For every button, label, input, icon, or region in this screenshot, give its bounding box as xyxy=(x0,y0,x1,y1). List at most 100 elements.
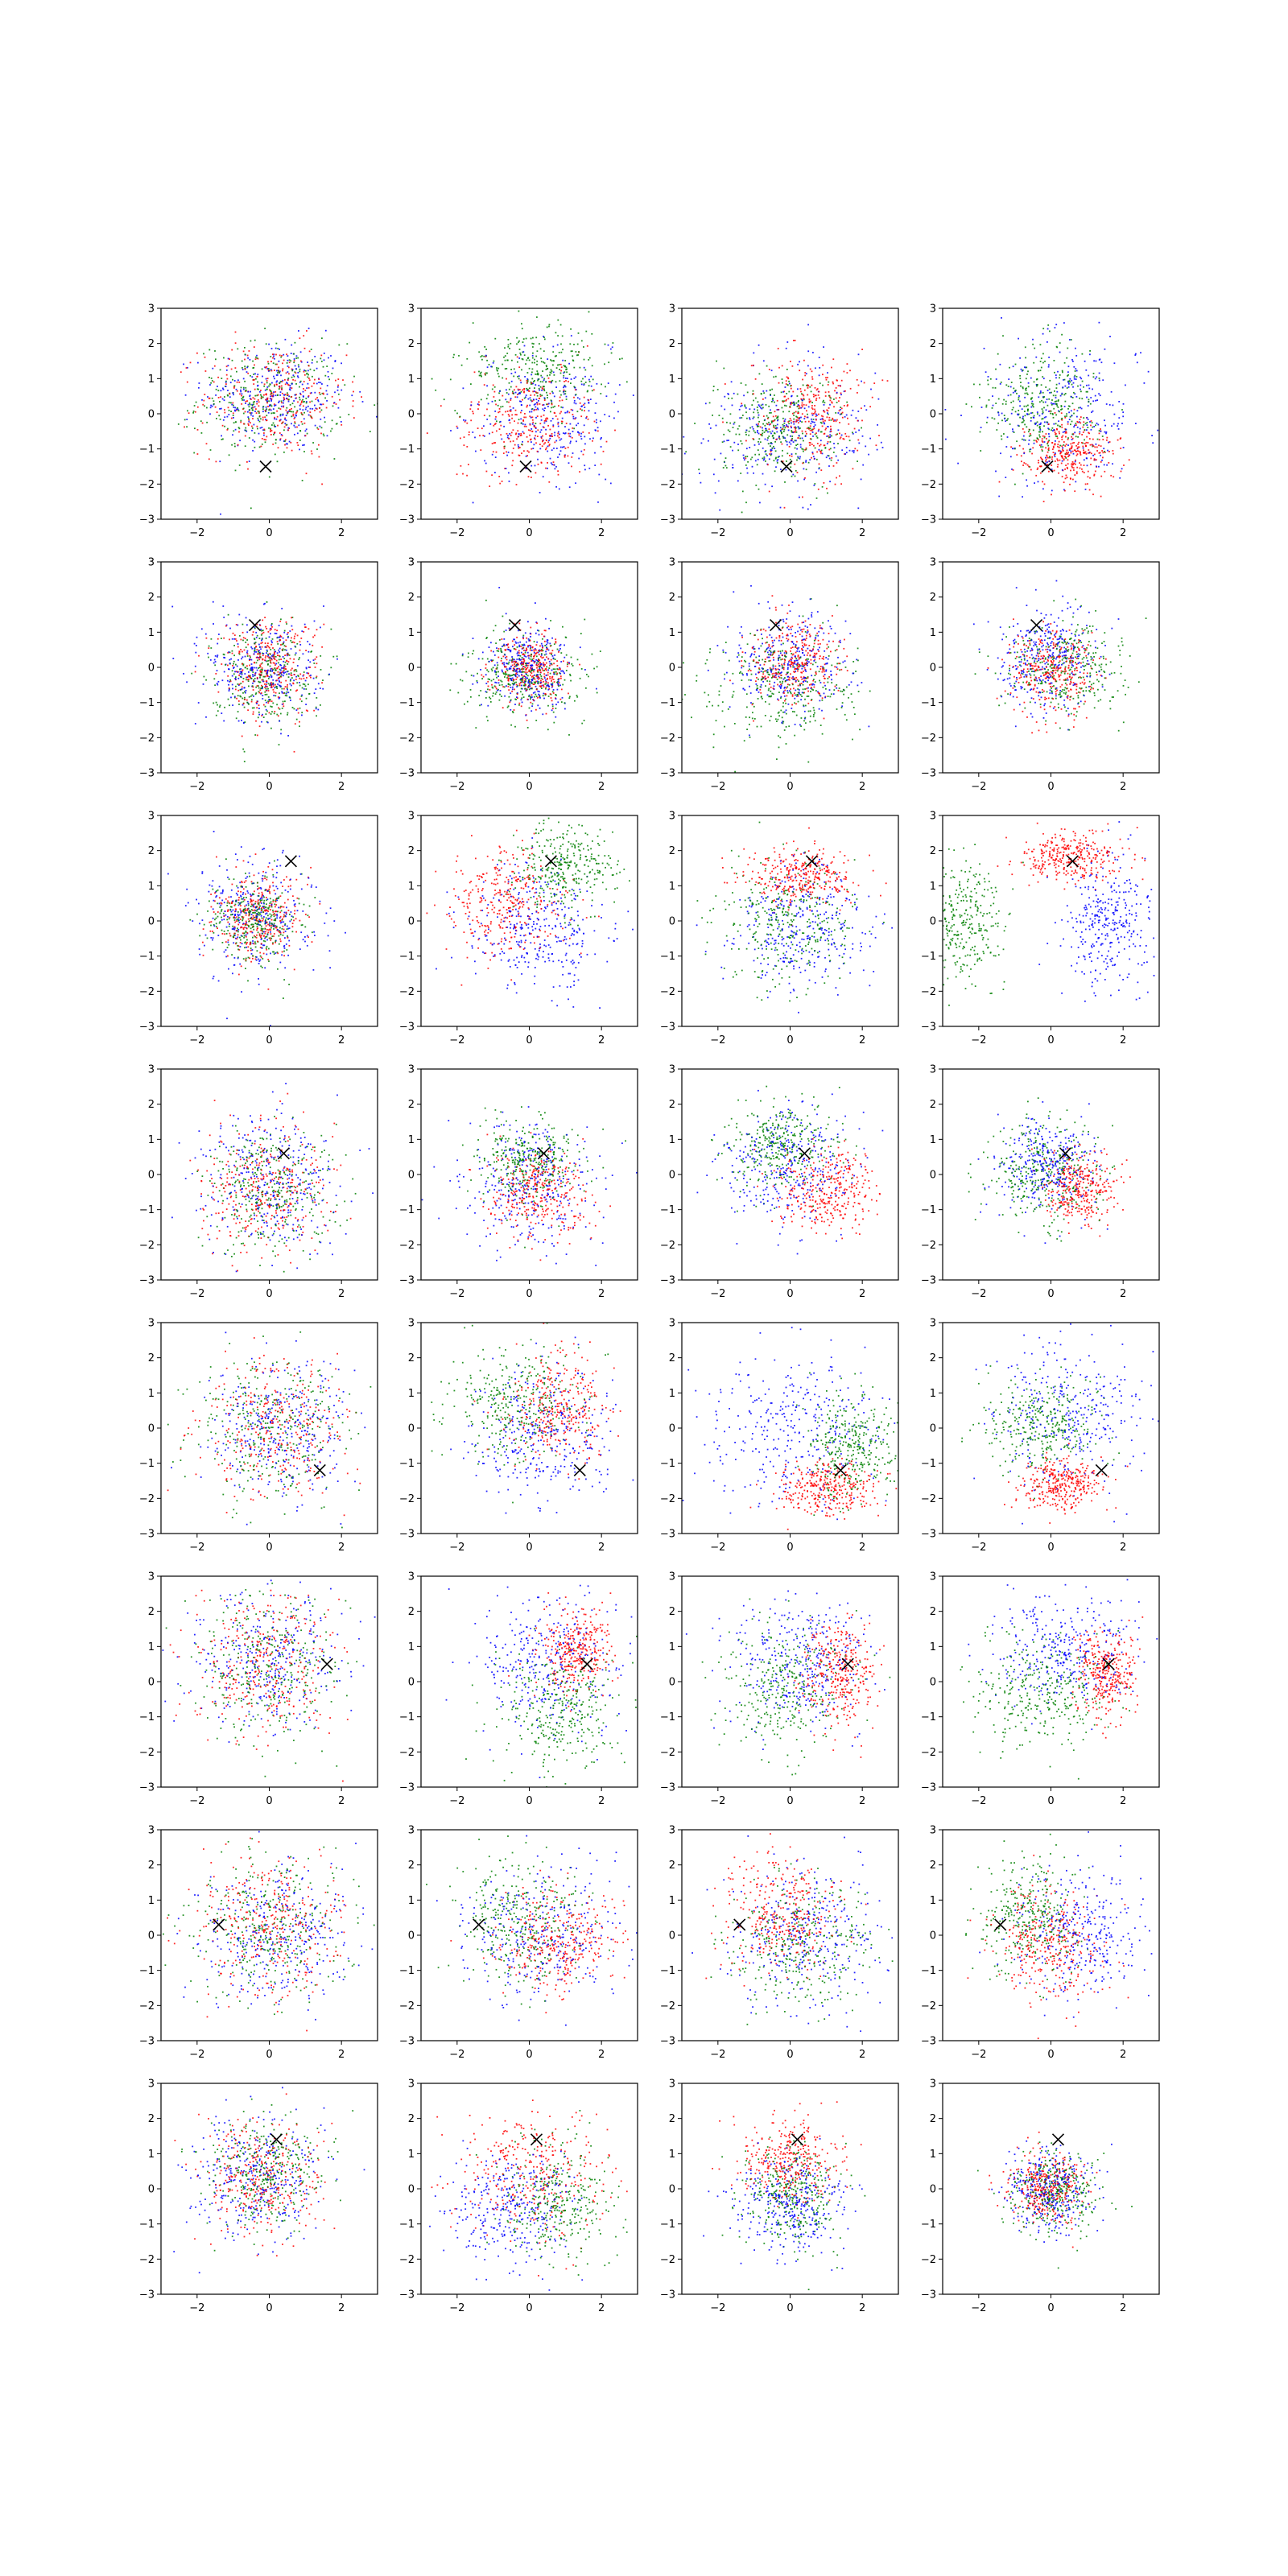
scatter-point-red xyxy=(532,683,535,685)
scatter-point-green xyxy=(259,656,262,658)
scatter-point-red xyxy=(1061,438,1063,440)
scatter-point-green xyxy=(211,380,213,382)
scatter-point-blue xyxy=(499,420,502,423)
scatter-point-blue xyxy=(796,448,798,450)
scatter-point-green xyxy=(264,694,266,696)
scatter-point-green xyxy=(1042,410,1044,412)
scatter-point-green xyxy=(472,322,474,324)
scatter-point-blue xyxy=(289,630,291,632)
scatter-point-blue xyxy=(580,406,583,407)
scatter-point-red xyxy=(215,460,217,463)
scatter-point-red xyxy=(238,652,240,654)
scatter-point-red xyxy=(520,434,522,436)
scatter-point-green xyxy=(1042,396,1045,398)
scatter-point-blue xyxy=(303,396,304,398)
scatter-point-red xyxy=(1058,449,1060,452)
scatter-point-blue xyxy=(303,688,305,690)
scatter-point-red xyxy=(283,705,285,708)
scatter-point-green xyxy=(1019,378,1022,380)
scatter-point-green xyxy=(1001,402,1004,405)
scatter-point-red xyxy=(249,659,250,661)
scatter-point-green xyxy=(555,367,558,369)
scatter-point-red xyxy=(1075,451,1077,452)
scatter-point-green xyxy=(1044,361,1046,362)
scatter-point-blue xyxy=(243,687,246,689)
scatter-point-red xyxy=(1064,431,1067,434)
scatter-point-blue xyxy=(542,408,544,411)
scatter-point-blue xyxy=(810,423,812,425)
scatter-point-green xyxy=(270,390,272,393)
scatter-point-blue xyxy=(261,427,263,428)
scatter-point-blue xyxy=(283,399,285,402)
scatter-point-blue xyxy=(315,688,317,690)
scatter-point-green xyxy=(299,440,301,441)
scatter-point-green xyxy=(266,710,268,712)
scatter-point-blue xyxy=(862,464,865,466)
scatter-point-blue xyxy=(572,409,574,411)
scatter-point-red xyxy=(840,379,843,382)
scatter-point-blue xyxy=(270,675,273,677)
scatter-point-blue xyxy=(1067,444,1069,446)
scatter-point-red xyxy=(263,432,265,434)
scatter-point-blue xyxy=(304,679,307,682)
scatter-point-red xyxy=(337,378,340,380)
scatter-point-red xyxy=(1065,431,1067,434)
scatter-point-green xyxy=(279,413,282,415)
scatter-point-green xyxy=(1002,335,1004,337)
y-tick-label: −3 xyxy=(399,514,415,526)
scatter-point-blue xyxy=(246,651,248,654)
scatter-point-green xyxy=(526,381,529,382)
scatter-point-blue xyxy=(259,390,261,393)
scatter-point-red xyxy=(194,671,196,673)
scatter-point-green xyxy=(1064,400,1067,402)
scatter-point-green xyxy=(534,387,535,389)
scatter-point-blue xyxy=(1048,357,1050,358)
scatter-point-blue xyxy=(525,455,527,457)
scatter-point-green xyxy=(260,687,262,689)
scatter-point-blue xyxy=(537,408,539,411)
scatter-point-red xyxy=(1061,456,1063,459)
scatter-point-green xyxy=(819,382,821,385)
scatter-point-red xyxy=(792,412,794,415)
scatter-point-green xyxy=(1054,390,1055,392)
scatter-point-green xyxy=(239,668,241,671)
scatter-point-green xyxy=(258,711,260,713)
scatter-point-red xyxy=(242,663,243,665)
scatter-point-red xyxy=(514,389,515,391)
scatter-point-blue xyxy=(229,680,231,683)
scatter-point-blue xyxy=(770,453,773,455)
scatter-point-blue xyxy=(1058,420,1059,423)
scatter-point-red xyxy=(1080,454,1082,456)
scatter-point-green xyxy=(744,404,746,407)
scatter-point-red xyxy=(478,401,480,403)
scatter-point-blue xyxy=(538,385,540,386)
scatter-point-red xyxy=(537,463,539,465)
scatter-point-green xyxy=(721,441,724,444)
scatter-point-red xyxy=(268,712,270,714)
scatter-point-blue xyxy=(217,642,219,645)
scatter-point-green xyxy=(297,357,299,359)
scatter-point-green xyxy=(803,398,805,401)
scatter-point-blue xyxy=(221,712,223,714)
scatter-point-green xyxy=(200,420,202,423)
scatter-point-red xyxy=(258,411,260,413)
scatter-point-red xyxy=(1108,441,1111,443)
scatter-point-green xyxy=(545,369,547,370)
scatter-point-green xyxy=(1032,429,1034,431)
scatter-point-red xyxy=(545,467,547,469)
scatter-point-green xyxy=(1026,426,1028,428)
scatter-point-blue xyxy=(518,375,520,378)
scatter-point-green xyxy=(224,425,225,427)
scatter-point-red xyxy=(838,410,840,412)
scatter-point-red xyxy=(822,374,824,376)
scatter-point-blue xyxy=(251,403,253,406)
scatter-point-blue xyxy=(564,386,567,388)
scatter-point-red xyxy=(267,646,270,648)
scatter-point-blue xyxy=(514,391,517,394)
scatter-point-blue xyxy=(569,423,572,425)
scatter-point-green xyxy=(788,420,791,422)
scatter-point-blue xyxy=(207,396,208,398)
scatter-point-green xyxy=(276,687,279,689)
scatter-point-blue xyxy=(1047,365,1050,368)
scatter-point-red xyxy=(1057,445,1059,448)
